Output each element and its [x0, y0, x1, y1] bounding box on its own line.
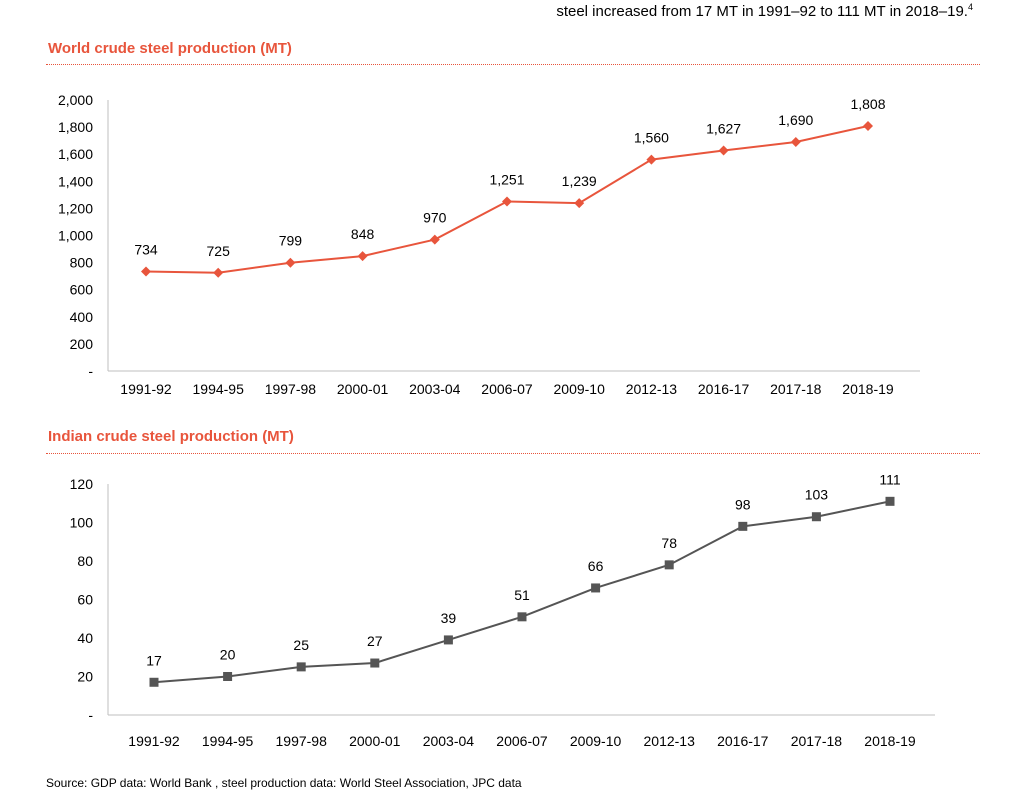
india-data-point: [223, 672, 233, 681]
world-x-tick-label: 2018-19: [842, 381, 894, 397]
world-y-tick-label: 200: [70, 336, 94, 352]
world-x-tick-label: 1994-95: [193, 381, 245, 397]
world-y-tick-label: -: [88, 363, 93, 379]
world-data-point: [646, 154, 657, 165]
india-data-label: 51: [514, 587, 530, 603]
world-y-tick-label: 1,000: [58, 228, 93, 244]
india-data-label: 39: [441, 610, 457, 626]
world-data-label: 799: [279, 233, 303, 249]
world-data-point: [141, 266, 151, 277]
world-x-tick-label: 2000-01: [337, 381, 389, 397]
world-y-tick-label: 800: [70, 255, 94, 271]
world-x-tick-label: 2009-10: [554, 381, 606, 397]
world-y-tick-label: 1,400: [58, 173, 93, 189]
india-data-point: [149, 677, 159, 687]
india-data-label: 25: [293, 637, 309, 653]
world-data-point: [502, 196, 512, 207]
world-y-tick-label: 600: [70, 282, 94, 298]
india-y-tick-label: 20: [77, 669, 93, 685]
world-y-tick-label: 1,600: [58, 146, 93, 162]
india-x-tick-label: 2017-18: [791, 733, 843, 749]
world-data-point: [357, 251, 368, 262]
india-x-tick-label: 1991-92: [128, 733, 180, 749]
india-y-tick-label: 60: [77, 592, 93, 608]
india-y-tick-label: 120: [70, 476, 94, 492]
intro-text: steel increased from 17 MT in 1991–92 to…: [556, 2, 973, 20]
world-data-point: [574, 198, 585, 209]
india-data-point: [517, 612, 527, 622]
world-data-point: [863, 121, 873, 132]
world-data-point: [790, 137, 801, 148]
world-data-label: 1,808: [850, 96, 885, 112]
world-data-label: 725: [207, 243, 231, 259]
world-steel-chart: - 200 400 600 800 1,000 1,200 1,400 1,600 1,800 2,…: [58, 92, 920, 397]
world-data-label: 1,690: [778, 112, 813, 128]
india-x-tick-label: 2000-01: [349, 733, 401, 749]
india-x-tick-label: 1997-98: [276, 733, 328, 749]
india-steel-chart: - 20 40 60 80 100 120 1991-92 1994-95 1997-98 2000…: [70, 471, 935, 749]
world-data-label: 1,239: [562, 173, 597, 189]
world-data-label: 1,560: [634, 130, 669, 146]
world-data-label: 1,251: [489, 171, 524, 187]
india-data-label: 98: [735, 496, 751, 512]
india-x-tick-label: 2012-13: [644, 733, 696, 749]
india-data-point: [885, 496, 895, 506]
india-chart-title: Indian crude steel production (MT): [48, 428, 294, 445]
india-data-label: 111: [879, 471, 900, 487]
world-x-tick-label: 2016-17: [698, 381, 750, 397]
india-x-tick-label: 2009-10: [570, 733, 622, 749]
world-x-tick-label: 1991-92: [120, 381, 172, 397]
world-y-tick-label: 1,200: [58, 200, 93, 216]
intro-sentence: steel increased from 17 MT in 1991–92 to…: [556, 3, 968, 20]
world-x-tick-label: 2006-07: [481, 381, 533, 397]
india-data-point: [811, 512, 821, 522]
world-data-label: 970: [423, 210, 447, 226]
world-data-point: [213, 267, 224, 278]
india-data-point: [370, 658, 380, 668]
world-x-tick-label: 2017-18: [770, 381, 822, 397]
india-y-tick-label: -: [88, 707, 93, 723]
india-data-label: 103: [805, 487, 829, 503]
india-data-label: 78: [661, 535, 677, 551]
world-data-point: [285, 257, 296, 268]
world-chart-title: World crude steel production (MT): [48, 40, 292, 57]
india-data-label: 20: [220, 647, 236, 663]
india-data-point: [664, 560, 674, 570]
world-data-point: [429, 234, 440, 245]
india-x-tick-label: 2003-04: [423, 733, 475, 749]
world-data-label: 734: [134, 242, 158, 258]
world-y-tick-label: 1,800: [58, 119, 93, 135]
footnote-marker: 4: [967, 2, 973, 12]
world-x-tick-label: 2012-13: [626, 381, 678, 397]
india-y-tick-label: 100: [70, 515, 94, 531]
world-data-label: 848: [351, 226, 375, 242]
source-note: Source: GDP data: World Bank , steel pro…: [46, 776, 522, 790]
india-data-label: 27: [367, 633, 383, 649]
india-data-label: 66: [588, 558, 604, 574]
india-y-tick-label: 40: [77, 630, 93, 646]
world-x-tick-label: 2003-04: [409, 381, 461, 397]
world-x-tick-label: 1997-98: [265, 381, 317, 397]
world-y-tick-label: 2,000: [58, 92, 93, 108]
india-data-label: 17: [146, 652, 162, 668]
india-x-tick-label: 1994-95: [202, 733, 254, 749]
india-data-point: [443, 635, 453, 645]
world-title-divider: [46, 64, 980, 65]
india-title-divider: [46, 453, 980, 454]
world-data-point: [718, 145, 729, 156]
india-x-tick-label: 2016-17: [717, 733, 769, 749]
world-y-tick-label: 400: [70, 309, 94, 325]
india-x-tick-label: 2018-19: [864, 733, 916, 749]
india-x-tick-label: 2006-07: [496, 733, 548, 749]
world-data-label: 1,627: [706, 121, 741, 137]
india-data-point: [738, 521, 748, 531]
india-data-point: [591, 583, 601, 593]
india-y-tick-label: 80: [77, 553, 93, 569]
india-data-point: [296, 662, 306, 672]
